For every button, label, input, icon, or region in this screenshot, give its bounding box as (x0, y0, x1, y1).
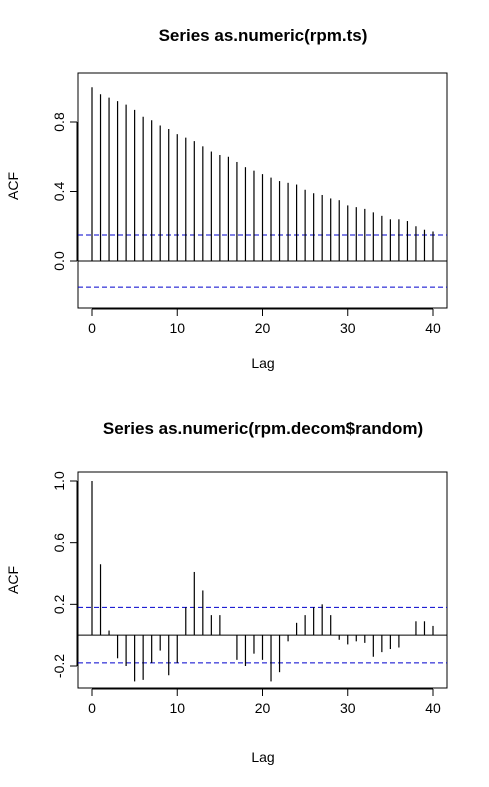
y-tick-label: -0.2 (51, 654, 67, 678)
plot-frame (77, 72, 448, 309)
x-tick-label: 30 (340, 700, 356, 716)
x-axis-label: Lag (251, 749, 274, 765)
x-axis-label: Lag (251, 355, 274, 371)
x-tick-label: 0 (88, 320, 96, 336)
x-tick-label: 10 (169, 320, 185, 336)
acf-panel-rpm-ts: Series as.numeric(rpm.ts) Lag ACF 0 10 20 3… (5, 26, 448, 371)
x-tick-label: 40 (425, 700, 441, 716)
y-tick-label: 0.6 (51, 533, 67, 553)
x-tick-label: 10 (169, 700, 185, 716)
y-axis-label: ACF (5, 172, 21, 200)
y-tick-label: 0.4 (51, 182, 67, 202)
acf-panel-rpm-decom-random: Series as.numeric(rpm.decom$random) Lag … (5, 419, 448, 765)
y-tick-label: 0.0 (51, 251, 67, 271)
y-tick-label: 0.2 (51, 594, 67, 614)
x-tick-label: 0 (88, 700, 96, 716)
y-axis-label: ACF (5, 566, 21, 594)
x-tick-label: 20 (255, 320, 271, 336)
chart-title: Series as.numeric(rpm.decom$random) (103, 419, 423, 438)
x-tick-label: 40 (425, 320, 441, 336)
x-tick-label: 30 (340, 320, 356, 336)
chart-title: Series as.numeric(rpm.ts) (159, 26, 368, 45)
y-tick-label: 1.0 (51, 471, 67, 491)
y-tick-label: 0.8 (51, 112, 67, 132)
x-tick-label: 20 (255, 700, 271, 716)
plot-frame (77, 471, 448, 689)
